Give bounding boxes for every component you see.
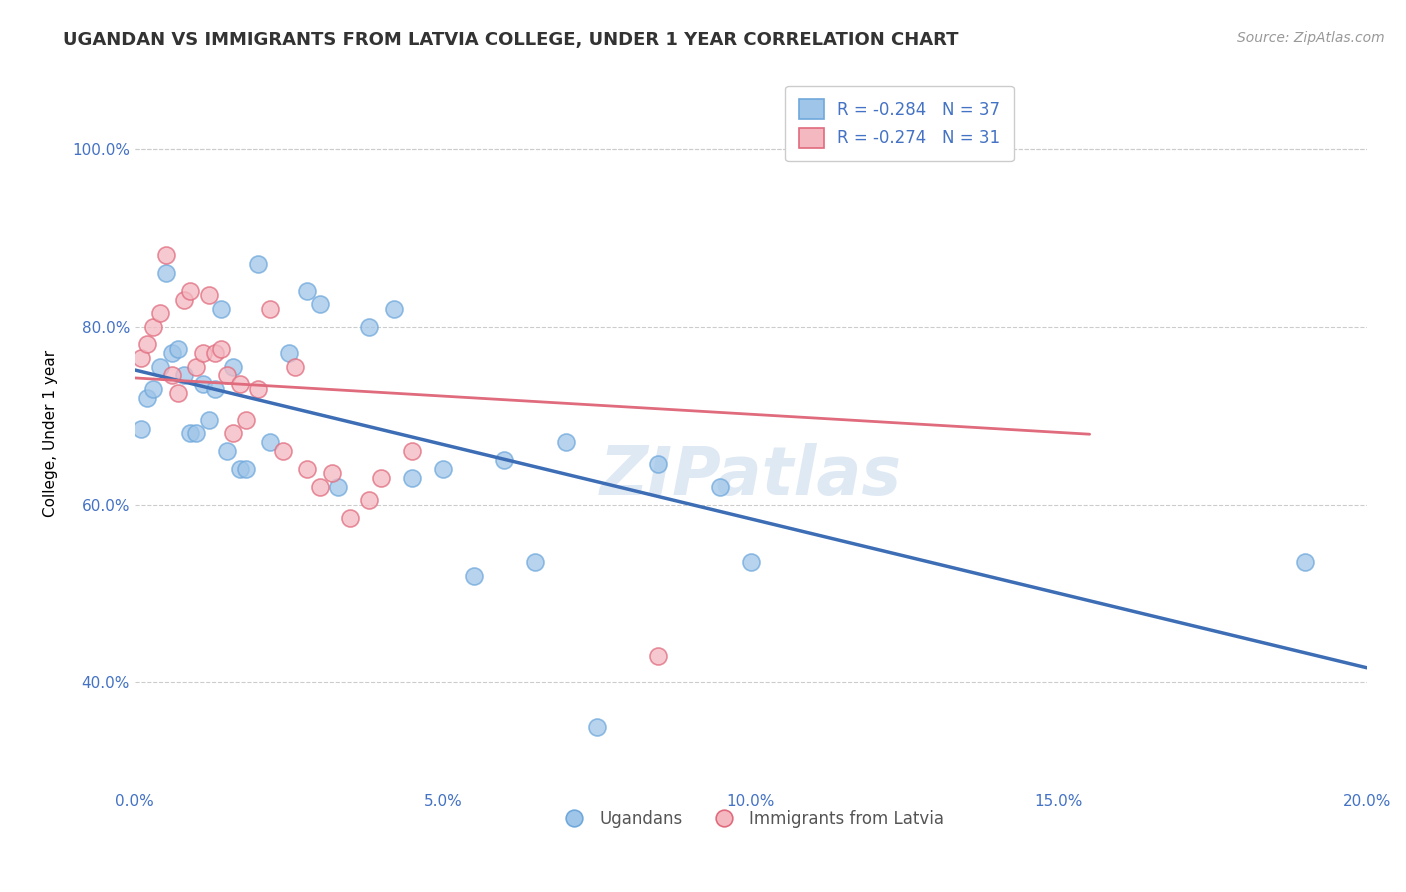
Legend: Ugandans, Immigrants from Latvia: Ugandans, Immigrants from Latvia	[551, 803, 950, 834]
Point	[709, 480, 731, 494]
Point	[191, 377, 214, 392]
Text: UGANDAN VS IMMIGRANTS FROM LATVIA COLLEGE, UNDER 1 YEAR CORRELATION CHART: UGANDAN VS IMMIGRANTS FROM LATVIA COLLEG…	[63, 31, 959, 49]
Point	[740, 555, 762, 569]
Point	[129, 422, 152, 436]
Point	[401, 444, 423, 458]
Point	[271, 444, 294, 458]
Point	[191, 346, 214, 360]
Point	[148, 306, 170, 320]
Point	[432, 462, 454, 476]
Point	[235, 413, 257, 427]
Point	[326, 480, 349, 494]
Point	[160, 368, 183, 383]
Point	[129, 351, 152, 365]
Point	[647, 648, 669, 663]
Point	[186, 359, 208, 374]
Point	[339, 511, 361, 525]
Point	[370, 471, 392, 485]
Point	[222, 426, 245, 441]
Point	[247, 257, 270, 271]
Point	[986, 142, 1008, 156]
Point	[494, 453, 516, 467]
Point	[209, 301, 232, 316]
Point	[204, 382, 226, 396]
Point	[209, 342, 232, 356]
Point	[173, 368, 195, 383]
Point	[204, 346, 226, 360]
Point	[160, 346, 183, 360]
Point	[179, 284, 201, 298]
Point	[524, 555, 547, 569]
Point	[586, 720, 609, 734]
Point	[382, 301, 405, 316]
Text: ZIPatlas: ZIPatlas	[600, 443, 901, 509]
Point	[222, 359, 245, 374]
Point	[217, 368, 239, 383]
Text: Source: ZipAtlas.com: Source: ZipAtlas.com	[1237, 31, 1385, 45]
Y-axis label: College, Under 1 year: College, Under 1 year	[44, 350, 58, 516]
Point	[228, 377, 250, 392]
Point	[284, 359, 307, 374]
Point	[297, 462, 319, 476]
Point	[1294, 555, 1316, 569]
Point	[155, 248, 177, 262]
Point	[357, 319, 380, 334]
Point	[259, 435, 281, 450]
Point	[297, 284, 319, 298]
Point	[259, 301, 281, 316]
Point	[142, 319, 165, 334]
Point	[321, 467, 343, 481]
Point	[463, 568, 485, 582]
Point	[186, 426, 208, 441]
Point	[217, 444, 239, 458]
Point	[148, 359, 170, 374]
Point	[308, 480, 330, 494]
Point	[155, 266, 177, 280]
Point	[167, 386, 190, 401]
Point	[228, 462, 250, 476]
Point	[235, 462, 257, 476]
Point	[173, 293, 195, 307]
Point	[555, 435, 578, 450]
Point	[647, 458, 669, 472]
Point	[136, 337, 159, 351]
Point	[179, 426, 201, 441]
Point	[277, 346, 299, 360]
Point	[197, 413, 219, 427]
Point	[357, 493, 380, 508]
Point	[142, 382, 165, 396]
Point	[136, 391, 159, 405]
Point	[167, 342, 190, 356]
Point	[197, 288, 219, 302]
Point	[308, 297, 330, 311]
Point	[401, 471, 423, 485]
Point	[247, 382, 270, 396]
